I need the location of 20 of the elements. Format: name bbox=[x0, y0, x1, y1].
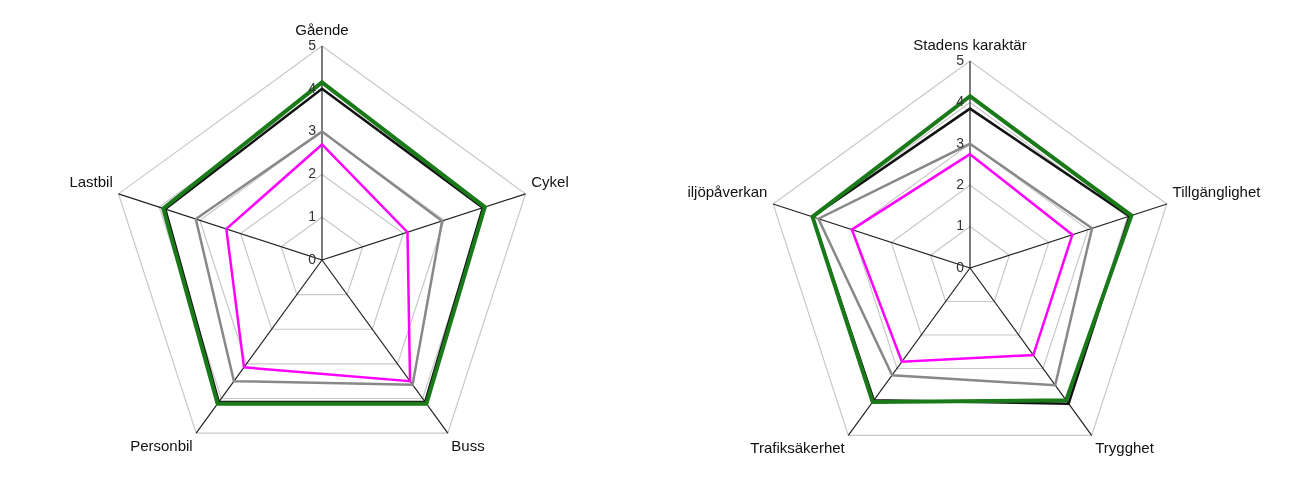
y-tick-label: 5 bbox=[308, 36, 317, 53]
y-tick-label: 3 bbox=[308, 122, 317, 139]
y-tick-label: 4 bbox=[308, 79, 317, 96]
spoke-label: Tillgänglighet bbox=[1172, 183, 1262, 201]
spoke-label: Trafiksäkerhet bbox=[750, 439, 846, 457]
y-tick-label: 1 bbox=[308, 208, 317, 225]
spoke-label: Gående bbox=[295, 21, 349, 39]
y-tick-label: 4 bbox=[956, 93, 965, 110]
spoke-label: iljöpåverkan bbox=[687, 183, 768, 201]
y-tick-label: 2 bbox=[956, 176, 965, 193]
y-tick-label: 1 bbox=[956, 217, 965, 234]
spoke-label: Buss bbox=[451, 437, 485, 455]
spoke-label: Trygghet bbox=[1095, 439, 1155, 457]
y-tick-label: 5 bbox=[956, 51, 965, 68]
spoke-label: Stadens karaktär bbox=[913, 36, 1027, 54]
spoke-label: Lastbil bbox=[69, 173, 113, 191]
spoke-label: Cykel bbox=[531, 173, 569, 191]
y-tick-label: 2 bbox=[308, 165, 317, 182]
spoke-label: Personbil bbox=[130, 437, 193, 455]
y-tick-label: 3 bbox=[956, 134, 965, 151]
